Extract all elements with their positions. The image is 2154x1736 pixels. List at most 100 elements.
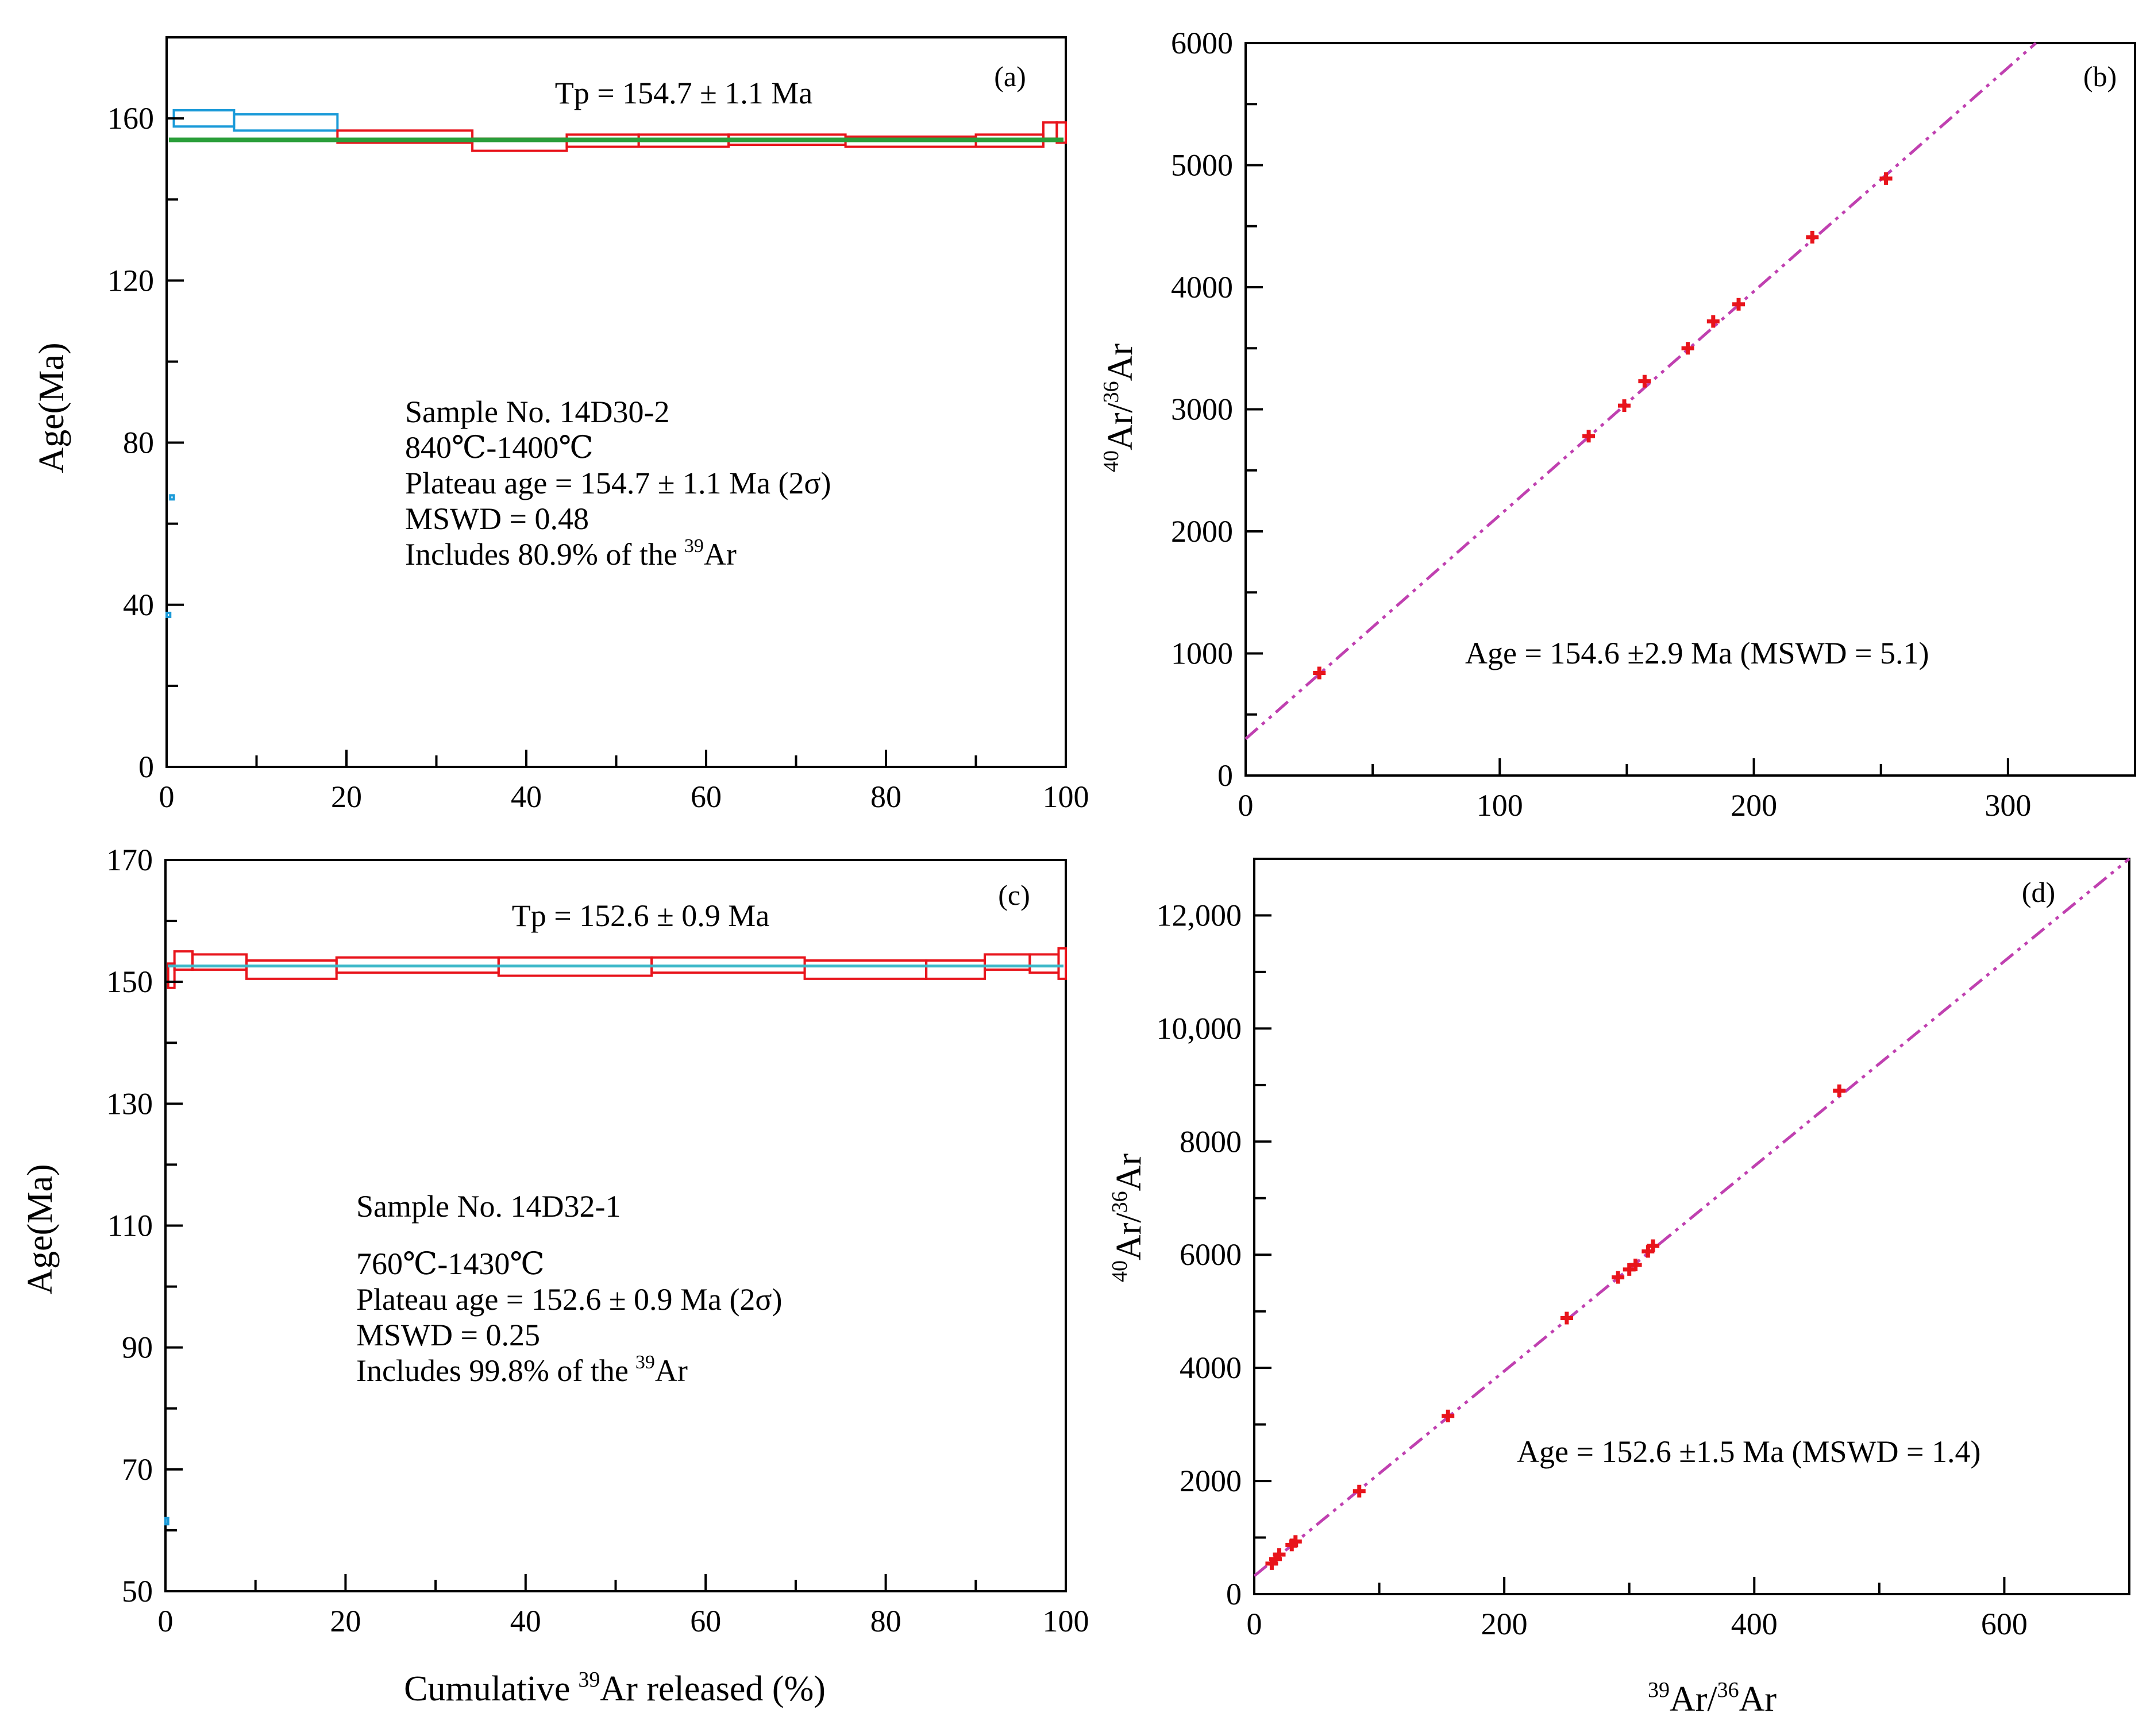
- panel-a-info-plateau: Plateau age = 154.7 ± 1.1 Ma (2σ): [405, 466, 831, 500]
- c-ytick-label: 130: [106, 1086, 153, 1121]
- a-step-box: [1042, 121, 1058, 140]
- b-data-point: [1732, 298, 1745, 311]
- c-xtick-label: 40: [510, 1604, 541, 1638]
- panel-d-xlabel: 39Ar/36Ar: [1648, 1678, 1777, 1719]
- panel-d-ylabel: 40Ar/36Ar: [1108, 1154, 1149, 1282]
- panel-a-info-includes: Includes 80.9% of the 39Ar: [405, 535, 737, 572]
- panel-c-steps: [164, 947, 1067, 1526]
- c-xtick-label: 20: [330, 1604, 361, 1638]
- a-ytick-label: 120: [107, 263, 154, 298]
- a-xtick-label: 80: [870, 780, 901, 814]
- panel-b-points: [1313, 172, 1893, 680]
- c-step-box: [164, 1517, 169, 1526]
- b-xtick-label: 0: [1238, 788, 1254, 823]
- c-ytick-label: 70: [122, 1452, 153, 1487]
- a-ytick-label: 160: [107, 101, 154, 136]
- b-ytick-label: 4000: [1171, 270, 1233, 304]
- panel-b-x-ticks: 0 100 200 300: [1238, 758, 2031, 823]
- panel-a-ylabel: Age(Ma): [32, 342, 71, 473]
- panel-c-info-mswd: MSWD = 0.25: [356, 1318, 540, 1352]
- b-ytick-label: 0: [1217, 758, 1233, 793]
- b-data-point: [1638, 375, 1651, 388]
- a-xtick-label: 0: [159, 780, 175, 814]
- panel-c-info-temp: 760℃-1430℃: [356, 1247, 545, 1281]
- c-ytick-label: 50: [122, 1574, 153, 1608]
- panel-c-x-ticks: 0 20 40 60 80 100: [158, 1574, 1089, 1638]
- panel-a-y-ticks: 0 40 80 120 160: [107, 101, 184, 784]
- b-xtick-label: 100: [1477, 788, 1523, 823]
- b-xtick-label: 200: [1731, 788, 1777, 823]
- panel-c-xlabel: Cumulative 39Ar released (%): [404, 1668, 826, 1708]
- panel-c-info-plateau: Plateau age = 152.6 ± 0.9 Ma (2σ): [356, 1282, 783, 1317]
- panel-c-label: (c): [998, 879, 1030, 911]
- panel-a-info: Sample No. 14D30-2 840℃-1400℃ Plateau ag…: [405, 395, 831, 572]
- d-data-point: [1647, 1239, 1660, 1252]
- b-data-point: [1806, 230, 1819, 244]
- panel-c-info: Sample No. 14D32-1 760℃-1430℃ Plateau ag…: [356, 1189, 783, 1388]
- b-ytick-label: 1000: [1171, 636, 1233, 671]
- a-step-box: [1055, 121, 1067, 144]
- panel-b-ylabel: 40Ar/36Ar: [1099, 344, 1140, 472]
- c-step-box: [245, 959, 338, 980]
- a-xtick-label: 100: [1043, 780, 1089, 814]
- panel-a-info-mswd: MSWD = 0.48: [405, 501, 589, 536]
- d-data-point: [1442, 1409, 1455, 1422]
- d-ytick-label: 6000: [1180, 1237, 1242, 1272]
- a-xtick-label: 60: [691, 780, 722, 814]
- b-ytick-label: 3000: [1171, 392, 1233, 427]
- c-xtick-label: 100: [1043, 1604, 1089, 1638]
- d-data-point: [1352, 1484, 1366, 1498]
- b-data-point: [1706, 315, 1720, 328]
- panel-d-points: [1265, 1084, 1846, 1570]
- panel-a-info-temp: 840℃-1400℃: [405, 430, 594, 465]
- c-ytick-label: 150: [106, 965, 153, 999]
- a-step-box: [336, 129, 474, 144]
- a-ytick-label: 80: [123, 426, 154, 460]
- b-data-point: [1582, 430, 1596, 443]
- b-xtick-label: 300: [1985, 788, 2031, 823]
- a-step-box: [169, 494, 175, 501]
- b-data-point: [1313, 666, 1326, 680]
- panel-c-y-ticks: 50 70 90 110 130 150 170: [106, 843, 183, 1608]
- panel-d-note: Age = 152.6 ±1.5 Ma (MSWD = 1.4): [1517, 1434, 1980, 1469]
- panel-b-y-ticks: 0 1000 2000 3000 4000 5000 6000: [1171, 26, 1263, 793]
- panel-c-frame: [164, 859, 1067, 1592]
- c-step-box: [803, 959, 928, 980]
- panel-a-info-sample: Sample No. 14D30-2: [405, 395, 669, 429]
- c-step-box: [1028, 953, 1060, 974]
- panel-b-label: (b): [2083, 60, 2117, 92]
- d-data-point: [1273, 1548, 1286, 1561]
- d-data-point: [1629, 1258, 1642, 1271]
- panel-d-isochron-line: [1253, 858, 2130, 1577]
- panel-c-info-includes: Includes 99.8% of the 39Ar: [356, 1352, 688, 1388]
- c-ytick-label: 90: [122, 1330, 153, 1365]
- panel-c-age-spectrum: 50 70 90 110 130 150 170 0 20 40 60 80 100 (c) Tp =…: [21, 843, 1089, 1708]
- panel-d-y-ticks: 0 2000 4000 6000 8000 10,000 12,000: [1157, 898, 1271, 1611]
- c-ytick-label: 170: [106, 843, 153, 877]
- panel-a-x-ticks: 0 20 40 60 80 100: [159, 750, 1089, 814]
- d-data-point: [1833, 1084, 1846, 1097]
- b-data-point: [1681, 342, 1694, 355]
- d-xtick-label: 200: [1481, 1607, 1528, 1641]
- c-xtick-label: 80: [870, 1604, 901, 1638]
- c-step-box: [167, 962, 176, 989]
- b-data-point: [1879, 172, 1893, 185]
- d-xtick-label: 600: [1981, 1607, 2028, 1641]
- panel-a-tp-text: Tp = 154.7 ± 1.1 Ma: [555, 76, 813, 110]
- c-step-box: [925, 959, 986, 980]
- panel-b-note: Age = 154.6 ±2.9 Ma (MSWD = 5.1): [1465, 636, 1929, 670]
- d-data-point: [1612, 1271, 1625, 1284]
- b-ytick-label: 5000: [1171, 148, 1233, 183]
- panel-c-tp-text: Tp = 152.6 ± 0.9 Ma: [512, 898, 770, 933]
- c-step-box: [1057, 947, 1067, 980]
- b-ytick-label: 2000: [1171, 514, 1233, 549]
- a-step-box: [165, 611, 172, 618]
- panel-b-isochron-line: [1244, 42, 2037, 740]
- d-xtick-label: 0: [1247, 1607, 1262, 1641]
- c-xtick-label: 60: [690, 1604, 721, 1638]
- d-ytick-label: 8000: [1180, 1124, 1242, 1159]
- panel-c-info-sample: Sample No. 14D32-1: [356, 1189, 621, 1224]
- d-ytick-label: 10,000: [1157, 1011, 1242, 1046]
- panel-c-ylabel: Age(Ma): [21, 1164, 60, 1294]
